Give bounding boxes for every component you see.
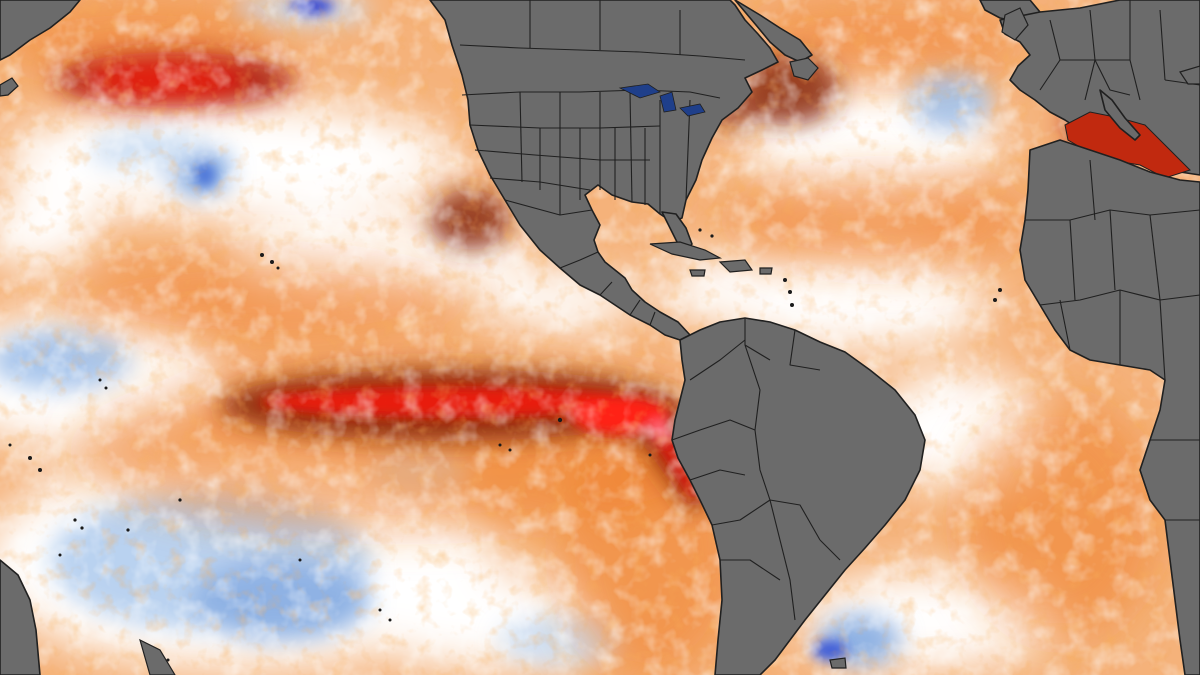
alaska-edge [0,0,81,61]
great-lakes [618,83,706,117]
newfoundland [789,57,819,81]
pacific-islands [8,253,652,662]
sa-borders [671,318,841,621]
na-borders [459,0,746,326]
africa [1019,139,1200,675]
italy [1099,89,1141,141]
jamaica [689,269,706,277]
caribbean-islands [649,228,794,307]
galapagos [557,417,563,423]
small-island-bottom [139,638,176,675]
falklands [829,657,847,669]
iceland [1179,65,1200,85]
southwest-land-edge [0,559,41,675]
british-isles [1001,7,1029,41]
hispaniola [718,259,754,273]
eu-borders [1039,0,1200,101]
cuba [649,241,723,261]
puerto-rico [759,267,773,275]
south-america [671,317,926,675]
aleutian-island [0,77,19,97]
af-borders [1025,159,1200,521]
